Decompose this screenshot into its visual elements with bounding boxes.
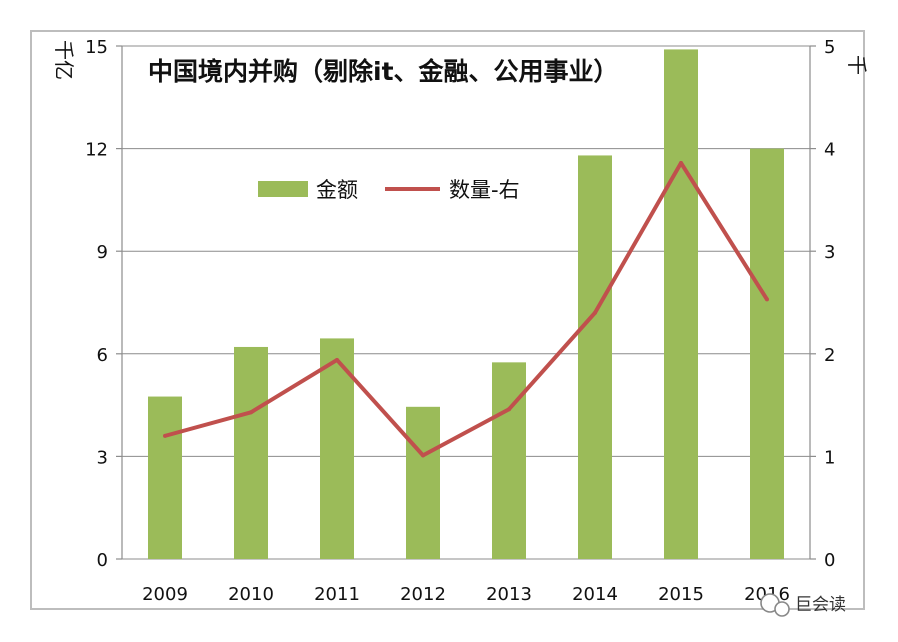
x-tick-label: 2015 xyxy=(658,584,704,605)
bar-2016 xyxy=(750,148,784,559)
y2-tick-label: 2 xyxy=(824,345,835,366)
chart-title: 中国境内并购（剔除it、金融、公用事业） xyxy=(148,57,619,86)
watermark: 巨会读 xyxy=(760,593,846,617)
x-tick-label: 2014 xyxy=(572,584,618,605)
gridlines xyxy=(122,45,810,560)
y2-tick-label: 4 xyxy=(824,140,835,161)
x-tick-label: 2010 xyxy=(228,584,274,605)
bar-2012 xyxy=(406,406,440,559)
x-tick-label: 2013 xyxy=(486,584,532,605)
y2-axis-label: 千 xyxy=(845,55,869,75)
x-tick-label: 2011 xyxy=(314,584,360,605)
line-point-2014 xyxy=(593,310,597,315)
y2-tick-label: 0 xyxy=(824,550,835,571)
y-tick-label: 12 xyxy=(85,140,108,161)
line-数量-右 xyxy=(164,160,769,458)
bar-2009 xyxy=(148,396,182,559)
x-tick-label: 2012 xyxy=(400,584,446,605)
y2-tick-label: 5 xyxy=(824,37,835,58)
wechat-icon-small xyxy=(774,601,790,617)
y-axis-label: 千亿 xyxy=(52,40,76,80)
line-point-2012 xyxy=(421,453,425,458)
y-tick-label: 3 xyxy=(97,447,108,468)
y-tick-label: 15 xyxy=(85,37,108,58)
axes xyxy=(116,45,816,560)
y-tick-label: 9 xyxy=(97,242,108,263)
line-series xyxy=(163,160,769,458)
y2-tick-label: 3 xyxy=(824,242,835,263)
legend-line-label: 数量-右 xyxy=(449,178,520,202)
bar-2010 xyxy=(234,346,268,559)
legend-bar-swatch xyxy=(258,181,308,197)
line-point-2010 xyxy=(249,410,253,415)
line-point-2016 xyxy=(765,297,769,302)
watermark-text: 巨会读 xyxy=(795,595,846,615)
legend: 金额 数量-右 xyxy=(258,178,520,202)
y2-tick-label: 1 xyxy=(824,447,835,468)
line-point-2009 xyxy=(163,433,167,438)
line-point-2013 xyxy=(507,407,511,412)
line-point-2011 xyxy=(335,357,339,362)
legend-bar-label: 金额 xyxy=(316,178,358,202)
y-tick-label: 6 xyxy=(97,345,108,366)
bar-2014 xyxy=(578,155,612,559)
bar-2015 xyxy=(664,49,698,560)
bar-series xyxy=(148,49,784,560)
line-point-2015 xyxy=(679,160,683,165)
bar-2013 xyxy=(492,362,526,559)
x-tick-label: 2009 xyxy=(142,584,188,605)
y-tick-label: 0 xyxy=(97,550,108,571)
